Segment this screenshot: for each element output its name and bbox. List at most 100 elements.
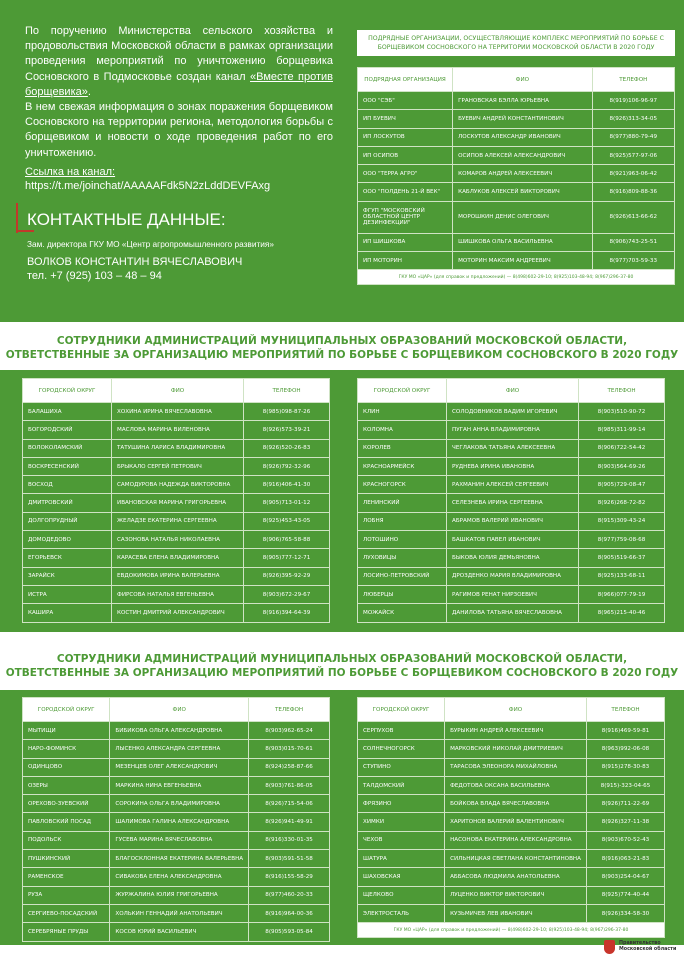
org-cell: ВОСКРЕСЕНСКИЙ [21,456,113,477]
phone-cell: 8(903)962-65-24 [248,720,330,741]
phone-cell: 8(919)106-96-97 [591,90,676,111]
name-cell: КОСОВ ЮРИЙ ВАСИЛЬЕВИЧ [109,922,250,942]
table-row: ИП МОТОРИН МОТОРИН МАКСИМ АНДРЕЕВИЧ 8(977)… [356,251,676,271]
phone-cell: 8(906)765-58-88 [243,530,330,550]
table-row: ФРЯЗИНО БОЙКОВА ВЛАДА ВЯЧЕСЛАВОВНА 8(926)7… [356,794,666,814]
table-row: ЛОТОШИНО БАШКАТОВ ПАВЕЛ ИВАНОВИЧ 8(977)759… [356,530,665,550]
column-header: ПОДРЯДНАЯ ОРГАНИЗАЦИЯ [356,67,454,92]
table-row: СОЛНЕЧНОГОРСК МАРКОВСКИЙ НИКОЛАЙ ДМИТРИЕВ… [356,739,666,759]
table-row: ШАТУРА СИЛЬНИЦКАЯ СВЕТЛАНА КОНСТАНТИНОВНА… [356,849,666,869]
table-row: ЗАРАЙСК ЕВДОКИМОВА ИРИНА ВАЛЕРЬЕВНА 8(926)… [21,566,330,586]
title-line-2: ОТВЕТСТВЕННЫЕ ЗА ОРГАНИЗАЦИЮ МЕРОПРИЯТИЙ… [5,349,679,361]
name-cell: БУРЫКИН АНДРЕЙ АЛЕКСЕЕВИЧ [444,720,587,741]
name-cell: ФЕДОТОВА ОКСАНА ВАСИЛЬЕВНА [444,775,587,796]
org-cell: ИП БУЕВИЧ [356,109,454,129]
name-cell: ШАЛИМОВА ГАЛИНА АЛЕКСАНДРОВНА [109,812,250,832]
municipal-table-4: ГОРОДСКОЙ ОКРУГ ФИО ТЕЛЕФОН СЕРПУХОВ БУРЫКИН… [356,697,666,939]
decor-mark [16,229,34,232]
channel-link[interactable]: https://t.me/joinchat/AAAAAFdk5N2zLddDEV… [25,179,271,192]
org-cell: СЕРПУХОВ [356,720,446,741]
table-row: ЛЕНИНСКИЙ СЕЛЕЗНЕВА ИРИНА СЕРГЕЕВНА 8(926)… [356,493,665,513]
org-cell: КЛИН [356,401,448,422]
table-row: КОЛОМНА ПУГАН АННА ВЛАДИМИРОВНА 8(985)311-… [356,420,665,440]
column-header: ТЕЛЕФОН [243,378,330,403]
phone-cell: 8(916)155-58-29 [248,867,330,887]
name-cell: МОТОРИН МАКСИМ АНДРЕЕВИЧ [452,251,593,271]
column-header: ФИО [109,697,250,722]
org-cell: ВОСХОД [21,475,113,495]
intro-text: По поручению Министерства сельского хозя… [25,24,333,161]
table-header: ПОДРЯДНАЯ ОРГАНИЗАЦИЯ ФИО ТЕЛЕФОН [356,67,676,92]
org-cell: ФРЯЗИНО [356,794,446,814]
phone-cell: 8(985)311-99-14 [578,420,665,440]
name-cell: ДРОЗДЕНКО МАРИЯ ВЛАДИМИРОВНА [446,566,580,586]
table-header: ГОРОДСКОЙ ОКРУГ ФИО ТЕЛЕФОН [356,697,666,722]
phone-cell: 8(916)469-59-81 [585,720,666,741]
column-header: ФИО [446,378,580,403]
org-cell: ПАВЛОВСКИЙ ПОСАД [21,812,111,832]
footer-contacts: ГКУ МО «ЦАР» (для справок и предложений)… [357,922,665,939]
phone-cell: 8(926)268-72-82 [578,493,665,513]
column-header: ФИО [444,697,587,722]
table-row: ИП БУЕВИЧ БУЕВИЧ АНДРЕЙ КОНСТАНТИНОВИЧ 8(9… [356,109,676,129]
column-header: ТЕЛЕФОН [248,697,330,722]
table-row: ПОДОЛЬСК ГУСЕВА МАРИНА ВЯЧЕСЛАВОВНА 8(916)… [21,830,330,851]
org-cell: КРАСНОАРМЕЙСК [356,456,448,477]
channel-name: «Вместе против борщевика» [25,70,333,98]
name-cell: ИВАНОВСКАЯ МАРИНА ГРИГОРЬЕВНА [111,493,245,513]
org-cell: ДМИТРОВСКИЙ [21,493,113,513]
org-cell: ЧЕХОВ [356,830,446,851]
org-cell: ФГУП "МОСКОВСКИЙ ОБЛАСТНОЙ ЦЕНТР ДЕЗИНФЕ… [356,200,454,234]
phone-cell: 8(903)564-69-26 [578,456,665,477]
name-cell: ШИШКОВА ОЛЬГА ВАСИЛЬЕВНА [452,232,593,253]
org-cell: МОЖАЙСК [356,603,448,623]
name-cell: СИЛЬНИЦКАЯ СВЕТЛАНА КОНСТАНТИНОВНА [444,849,587,869]
table-row: ИП ШИШКОВА ШИШКОВА ОЛЬГА ВАСИЛЬЕВНА 8(906)… [356,232,676,253]
column-header: ТЕЛЕФОН [591,67,676,92]
name-cell: БОЙКОВА ВЛАДА ВЯЧЕСЛАВОВНА [444,794,587,814]
name-cell: ГУСЕВА МАРИНА ВЯЧЕСЛАВОВНА [109,830,250,851]
name-cell: ТАРАСОВА ЭЛЕОНОРА МИХАЙЛОВНА [444,757,587,777]
intro-p2: В нем свежая информация о зонах поражени… [25,101,333,159]
org-cell: КОЛОМНА [356,420,448,440]
org-cell: ЛОТОШИНО [356,530,448,550]
phone-cell: 8(905)519-66-37 [578,548,665,568]
org-cell: ООО "СЭБ" [356,90,454,111]
phone-cell: 8(905)713-01-12 [243,493,330,513]
name-cell: ЕВДОКИМОВА ИРИНА ВАЛЕРЬЕВНА [111,566,245,586]
table-row: ОЗЕРЫ МАРКИНА НИНА ЕВГЕНЬЕВНА 8(903)761-86… [21,775,330,796]
column-header: ГОРОДСКОЙ ОКРУГ [21,697,111,722]
column-header: ГОРОДСКОЙ ОКРУГ [356,697,446,722]
org-cell: МЫТИЩИ [21,720,111,741]
org-cell: ЛЮБЕРЦЫ [356,584,448,605]
name-cell: ХОХИНА ИРИНА ВЯЧЕСЛАВОВНА [111,401,245,422]
table-row: ДОМОДЕДОВО САЗОНОВА НАТАЛЬЯ НИКОЛАЕВНА 8(9… [21,530,330,550]
column-header: ГОРОДСКОЙ ОКРУГ [21,378,113,403]
name-cell: МАСЛОВА МАРИНА ВИЛЕНОВНА [111,420,245,440]
phone-cell: 8(977)880-79-49 [591,127,676,147]
name-cell: КАБЛУКОВ АЛЕКСЕЙ ВИКТОРОВИЧ [452,182,593,202]
intro-p1: По поручению Министерства сельского хозя… [25,25,333,83]
org-cell: ОЗЕРЫ [21,775,111,796]
name-cell: ЧЕГЛАКОВА ТАТЬЯНА АЛЕКСЕЕВНА [446,438,580,458]
org-cell: ИП ЛОСКУТОВ [356,127,454,147]
table-row: КРАСНОГОРСК РАХМАНИН АЛЕКСЕЙ СЕРГЕЕВИЧ 8(9… [356,475,665,495]
logo-line-1: Правительство [619,941,661,946]
municipal-table-1: ГОРОДСКОЙ ОКРУГ ФИО ТЕЛЕФОН БАЛАШИХА ХОХИНА … [21,378,330,623]
table-row: ИП ОСИПОВ ОСИПОВ АЛЕКСЕЙ АЛЕКСАНДРОВИЧ 8(9… [356,145,676,166]
phone-cell: 8(926)520-26-83 [243,438,330,458]
name-cell: ГРАНОВСКАЯ БЭЛЛА ЮРЬЕВНА [452,90,593,111]
name-cell: БУЕВИЧ АНДРЕЙ КОНСТАНТИНОВИЧ [452,109,593,129]
org-cell: ВОЛОКОЛАМСКИЙ [21,438,113,458]
name-cell: КУЗЬМИЧЕВ ЛЕВ ИВАНОВИЧ [444,903,587,924]
org-cell: ДОМОДЕДОВО [21,530,113,550]
phone-cell: 8(916)394-64-39 [243,603,330,623]
name-cell: РАГИМОВ РЕНАТ НИРЗОЕВИЧ [446,584,580,605]
section-2-title: СОТРУДНИКИ АДМИНИСТРАЦИЙ МУНИЦИПАЛЬНЫХ О… [0,334,684,362]
phone-cell: 8(977)703-59-33 [591,251,676,271]
table-row: ЧЕХОВ НАСОНОВА ЕКАТЕРИНА АЛЕКСАНДРОВНА 8(9… [356,830,666,851]
phone-cell: 8(926)941-49-91 [248,812,330,832]
org-cell: ОДИНЦОВО [21,757,111,777]
phone-cell: 8(916)809-88-36 [591,182,676,202]
contractors-table: ПОДРЯДНАЯ ОРГАНИЗАЦИЯ ФИО ТЕЛЕФОН ООО "СЭБ"… [356,67,676,286]
